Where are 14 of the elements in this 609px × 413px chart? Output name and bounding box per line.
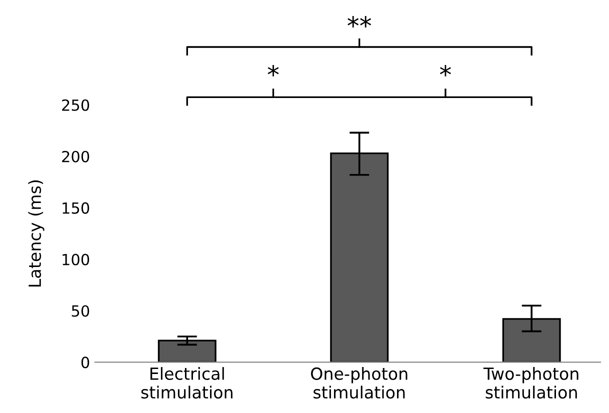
x-tick-label: Two-photon stimulation <box>483 367 578 399</box>
x-tick-label: Electrical stimulation <box>141 367 232 399</box>
y-tick-label: 250 <box>62 99 90 111</box>
text: * <box>440 64 451 76</box>
y-tick-label: 200 <box>62 150 90 162</box>
bar <box>158 340 216 362</box>
y-axis-title: Latency (ms) <box>28 180 44 286</box>
y-tick-label: 150 <box>62 202 90 214</box>
y-tick-label: 100 <box>62 254 90 266</box>
text: * <box>268 64 279 76</box>
text: ** <box>348 16 372 28</box>
y-tick-label: 50 <box>72 305 90 317</box>
x-tick-label: One-photon stimulation <box>311 367 408 399</box>
y-tick-label: 0 <box>81 356 90 368</box>
